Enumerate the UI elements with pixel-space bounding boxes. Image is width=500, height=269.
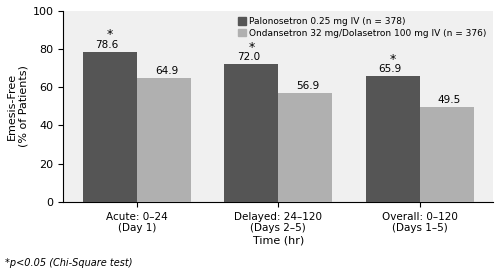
Y-axis label: Emesis-Free
(% of Patients): Emesis-Free (% of Patients): [7, 65, 28, 147]
Text: 72.0: 72.0: [237, 52, 260, 62]
Legend: Palonosetron 0.25 mg IV (n = 378), Ondansetron 32 mg/Dolasetron 100 mg IV (n = 3: Palonosetron 0.25 mg IV (n = 378), Ondan…: [236, 15, 488, 39]
Text: 64.9: 64.9: [155, 66, 178, 76]
Text: 65.9: 65.9: [378, 64, 402, 74]
Bar: [366, 76, 420, 202]
Bar: [278, 93, 332, 202]
Text: 56.9: 56.9: [296, 81, 320, 91]
Text: 78.6: 78.6: [96, 40, 118, 50]
X-axis label: Time (hr): Time (hr): [252, 236, 304, 246]
Text: *: *: [390, 52, 396, 66]
Text: 49.5: 49.5: [438, 95, 461, 105]
Text: *p<0.05 (Chi-Square test): *p<0.05 (Chi-Square test): [5, 258, 132, 268]
Bar: [83, 52, 136, 202]
Text: *: *: [106, 28, 113, 41]
Text: *: *: [248, 41, 254, 54]
Bar: [420, 107, 474, 202]
Bar: [224, 64, 278, 202]
Bar: [136, 78, 190, 202]
